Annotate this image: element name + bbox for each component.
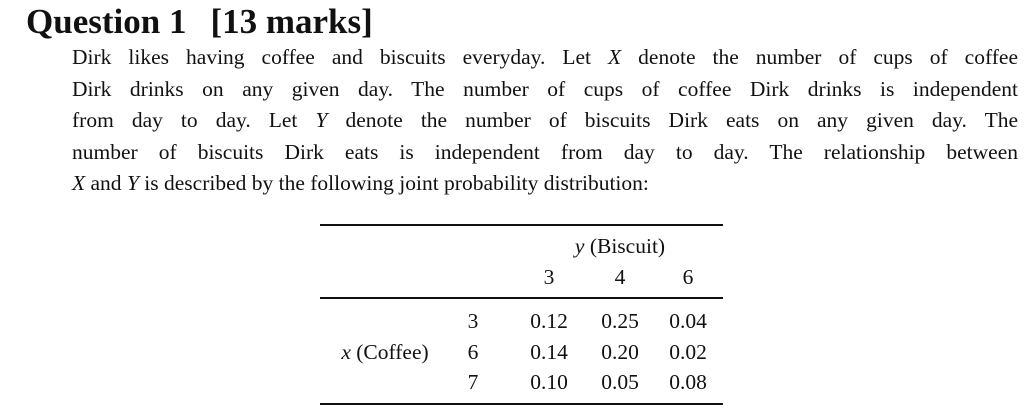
column-header: y (Biscuit) [575,232,665,260]
cell: 0.08 [669,370,707,394]
math-var: Y [315,108,328,132]
text-line: Dirk drinks on any given day. The number… [72,74,1018,104]
text-run: denote the number of biscuits Dirk eats … [327,108,1019,132]
text-line: X and Y is described by the following jo… [72,168,1018,198]
cell: 0.04 [669,309,707,333]
heading: Question 1 [13 marks] [26,2,373,42]
cell: 0.10 [530,370,568,394]
cell: 0.02 [669,339,707,364]
cell: 0.20 [601,339,639,364]
bottom-rule [320,403,723,405]
row-header-text: (Coffee) [350,340,429,364]
math-var: X [608,45,622,69]
row-header: x (Coffee) [341,338,428,366]
cell: 0.12 [530,309,568,333]
column-label: 3 [543,265,555,289]
row-label: 3 [467,309,479,333]
cell: 0.05 [601,370,639,394]
column-var: y [574,234,585,258]
cell: 0.14 [530,339,568,364]
column-label: 6 [682,265,694,289]
math-var: X [72,171,86,195]
row-label: 7 [467,370,479,394]
text-run: number of biscuits Dirk eats is independ… [72,139,1018,164]
marks: [13 marks] [210,2,373,41]
text-run: Dirk likes having coffee and biscuits ev… [72,45,609,69]
row-label: 6 [467,339,479,364]
row-var: x [341,340,351,364]
text-line: number of biscuits Dirk eats is independ… [72,137,1018,167]
column-label: 4 [614,265,626,289]
question-title: Question 1 [26,2,187,41]
text-run: Dirk drinks on any given day. The number… [72,76,1018,101]
top-rule [320,224,723,226]
mid-rule [320,297,723,299]
text-run: from day to day. Let [72,108,316,132]
text-line: Dirk likes having coffee and biscuits ev… [72,42,1018,72]
text-run: denote the number of cups of coffee [621,45,1018,69]
column-header-text: (Biscuit) [584,234,666,258]
cell: 0.25 [601,309,639,333]
text-run: and [85,171,127,195]
text-line: from day to day. Let Y denote the number… [72,105,1018,135]
text-run: is described by the following joint prob… [138,171,649,195]
math-var: Y [126,171,139,195]
